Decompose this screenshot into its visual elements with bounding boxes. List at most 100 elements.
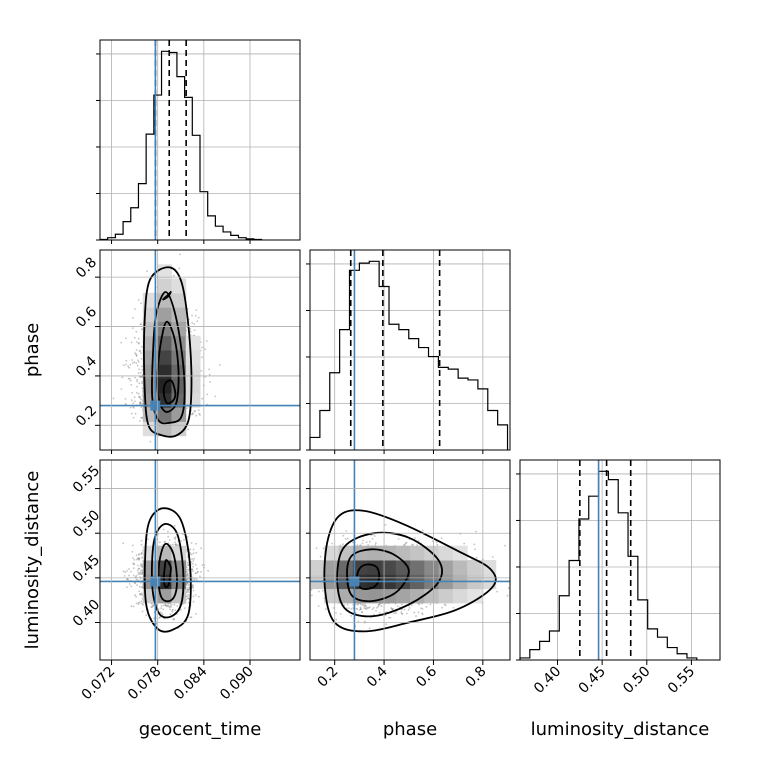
contour-level (162, 379, 177, 405)
density-cell (171, 292, 187, 308)
sample-point (135, 595, 138, 598)
sample-point (186, 571, 189, 574)
sample-point (179, 253, 182, 256)
sample-point (348, 607, 350, 609)
sample-point (138, 368, 141, 371)
sample-point (137, 299, 140, 301)
sample-point (197, 409, 200, 411)
sample-point (130, 399, 133, 401)
sample-point (135, 602, 138, 605)
sample-point (192, 570, 194, 572)
sample-point (204, 348, 207, 351)
sample-point (191, 584, 194, 587)
sample-point (410, 604, 413, 606)
sample-point (192, 560, 195, 562)
sample-point (138, 590, 141, 593)
sample-point (365, 541, 368, 543)
sample-point (138, 395, 140, 398)
sample-point (192, 600, 195, 603)
sample-point (190, 553, 193, 556)
sample-point (132, 317, 134, 319)
sample-point (133, 406, 135, 409)
sample-point (190, 616, 193, 619)
sample-point (132, 605, 135, 608)
sample-point (199, 414, 201, 416)
sample-point (194, 572, 197, 575)
sample-point (172, 274, 175, 277)
sample-point (197, 595, 200, 598)
density-cell (142, 378, 158, 394)
sample-point (135, 349, 138, 351)
histogram-step-phase (309, 260, 509, 450)
sample-point (162, 528, 165, 531)
sample-point (197, 316, 200, 319)
sample-point (193, 557, 196, 560)
sample-point (129, 379, 132, 382)
sample-point (179, 238, 181, 240)
sample-point (209, 381, 211, 383)
sample-point (169, 608, 172, 611)
contour-level (143, 266, 193, 438)
sample-point (214, 395, 217, 398)
sample-point (121, 376, 124, 379)
sample-point (141, 399, 144, 402)
truth-marker (150, 576, 161, 587)
sample-point (463, 542, 466, 545)
sample-point (136, 364, 139, 367)
sample-point (131, 391, 134, 394)
sample-point (128, 366, 130, 369)
sample-point (191, 558, 194, 561)
sample-point (134, 376, 136, 379)
sample-point (140, 592, 143, 595)
hist-frame-geocent_time (99, 39, 301, 241)
density-cell (142, 545, 158, 561)
sample-point (187, 601, 190, 604)
sample-point (149, 440, 152, 443)
sample-point (153, 617, 156, 620)
sample-point (173, 618, 176, 621)
sample-point (350, 608, 353, 610)
sample-point (205, 340, 208, 342)
sample-point (141, 602, 143, 605)
sample-point (126, 570, 128, 572)
sample-point (169, 544, 172, 546)
sample-point (187, 597, 190, 600)
sample-point (199, 575, 201, 578)
density-cell (185, 392, 201, 408)
contour-level (156, 320, 180, 413)
sample-point (134, 412, 137, 415)
truth-marker (150, 400, 161, 411)
sample-point (171, 543, 174, 546)
sample-point (195, 578, 198, 581)
sample-point (194, 563, 197, 566)
sample-point (138, 567, 141, 570)
sample-point (131, 359, 134, 361)
sample-point (138, 601, 141, 604)
sample-point (140, 352, 142, 354)
density-cell (157, 321, 172, 337)
sample-point (192, 589, 195, 592)
sample-point (362, 539, 364, 542)
sample-point (141, 365, 143, 368)
sample-point (144, 214, 146, 216)
sample-point (163, 541, 166, 543)
sample-point (128, 574, 130, 577)
sample-point (131, 362, 134, 364)
sample-point (141, 402, 144, 405)
sample-point (183, 607, 186, 609)
sample-point (129, 363, 132, 366)
sample-point (132, 574, 135, 577)
sample-point (140, 398, 142, 400)
sample-point (174, 609, 177, 612)
sample-point (201, 564, 204, 566)
sample-point (135, 354, 138, 357)
sample-point (137, 602, 140, 604)
sample-point (139, 323, 142, 326)
sample-point (182, 533, 184, 536)
sample-point (171, 611, 174, 613)
sample-point (126, 586, 128, 589)
sample-point (195, 542, 197, 545)
sample-point (137, 361, 140, 363)
sample-point (196, 570, 199, 573)
sample-point (194, 409, 197, 412)
